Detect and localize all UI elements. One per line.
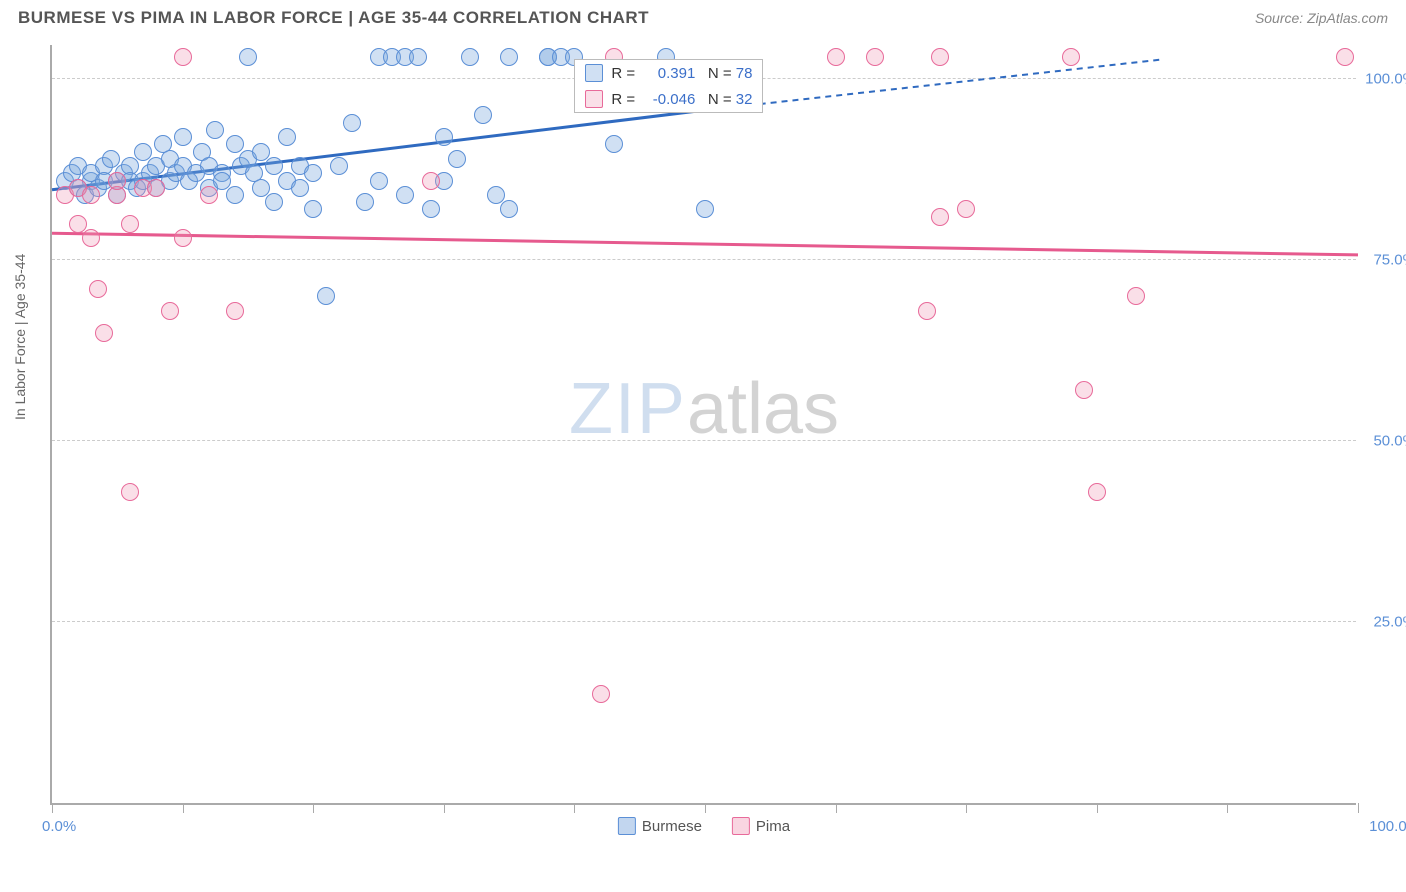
data-point [95, 324, 113, 342]
x-tick [836, 803, 837, 813]
data-point [200, 186, 218, 204]
x-tick [52, 803, 53, 813]
data-point [422, 172, 440, 190]
x-tick [1097, 803, 1098, 813]
data-point [304, 164, 322, 182]
chart-title: BURMESE VS PIMA IN LABOR FORCE | AGE 35-… [18, 8, 649, 28]
data-point [161, 302, 179, 320]
data-point [252, 143, 270, 161]
y-axis-label: In Labor Force | Age 35-44 [12, 254, 28, 420]
data-point [474, 106, 492, 124]
chart-header: BURMESE VS PIMA IN LABOR FORCE | AGE 35-… [0, 0, 1406, 32]
data-point [174, 48, 192, 66]
legend-swatch [618, 817, 636, 835]
legend-stat-text: R = 0.391 N = 78 [611, 65, 752, 82]
data-point [1088, 483, 1106, 501]
legend-item: Pima [732, 817, 790, 835]
chart-source: Source: ZipAtlas.com [1255, 10, 1388, 26]
data-point [931, 48, 949, 66]
legend-item: Burmese [618, 817, 702, 835]
data-point [435, 128, 453, 146]
x-tick [966, 803, 967, 813]
data-point [343, 114, 361, 132]
data-point [931, 208, 949, 226]
data-point [121, 483, 139, 501]
data-point [89, 280, 107, 298]
data-point [592, 685, 610, 703]
y-tick-label: 50.0% [1373, 433, 1406, 450]
data-point [252, 179, 270, 197]
data-point [226, 186, 244, 204]
legend-row: R = 0.391 N = 78 [575, 60, 762, 86]
chart-plot-area: ZIPatlas 25.0%50.0%75.0%100.0%0.0%100.0%… [50, 45, 1356, 805]
data-point [147, 179, 165, 197]
series-legend: Burmese Pima [618, 817, 790, 835]
data-point [108, 172, 126, 190]
legend-stat-text: R = -0.046 N = 32 [611, 91, 752, 108]
data-point [213, 172, 231, 190]
y-tick-label: 100.0% [1365, 71, 1406, 88]
data-point [396, 186, 414, 204]
data-point [1127, 287, 1145, 305]
data-point [370, 172, 388, 190]
legend-label: Burmese [642, 818, 702, 835]
legend-row: R = -0.046 N = 32 [575, 86, 762, 112]
data-point [206, 121, 224, 139]
legend-swatch [732, 817, 750, 835]
x-tick [1358, 803, 1359, 813]
data-point [500, 200, 518, 218]
data-point [448, 150, 466, 168]
data-point [278, 128, 296, 146]
x-tick [313, 803, 314, 813]
data-point [356, 193, 374, 211]
data-point [226, 135, 244, 153]
data-point [102, 150, 120, 168]
trend-line-ext [705, 59, 1162, 110]
data-point [605, 135, 623, 153]
legend-swatch [585, 64, 603, 82]
data-point [1336, 48, 1354, 66]
data-point [487, 186, 505, 204]
data-point [121, 215, 139, 233]
data-point [291, 179, 309, 197]
x-tick [574, 803, 575, 813]
data-point [239, 48, 257, 66]
data-point [265, 193, 283, 211]
x-max-label: 100.0% [1369, 818, 1406, 835]
data-point [1075, 381, 1093, 399]
data-point [1062, 48, 1080, 66]
data-point [696, 200, 714, 218]
data-point [866, 48, 884, 66]
legend-swatch [585, 90, 603, 108]
data-point [918, 302, 936, 320]
x-tick [183, 803, 184, 813]
data-point [317, 287, 335, 305]
data-point [409, 48, 427, 66]
x-min-label: 0.0% [42, 818, 76, 835]
data-point [422, 200, 440, 218]
data-point [82, 229, 100, 247]
data-point [500, 48, 518, 66]
data-point [827, 48, 845, 66]
data-point [957, 200, 975, 218]
data-point [174, 128, 192, 146]
data-point [330, 157, 348, 175]
x-tick [705, 803, 706, 813]
legend-label: Pima [756, 818, 790, 835]
data-point [174, 229, 192, 247]
data-point [304, 200, 322, 218]
y-tick-label: 75.0% [1373, 252, 1406, 269]
data-point [265, 157, 283, 175]
stats-legend: R = 0.391 N = 78 R = -0.046 N = 32 [574, 59, 763, 113]
x-tick [444, 803, 445, 813]
data-point [226, 302, 244, 320]
data-point [134, 143, 152, 161]
trend-line [52, 233, 1358, 255]
data-point [69, 215, 87, 233]
x-tick [1227, 803, 1228, 813]
y-tick-label: 25.0% [1373, 614, 1406, 631]
data-point [82, 186, 100, 204]
data-point [461, 48, 479, 66]
